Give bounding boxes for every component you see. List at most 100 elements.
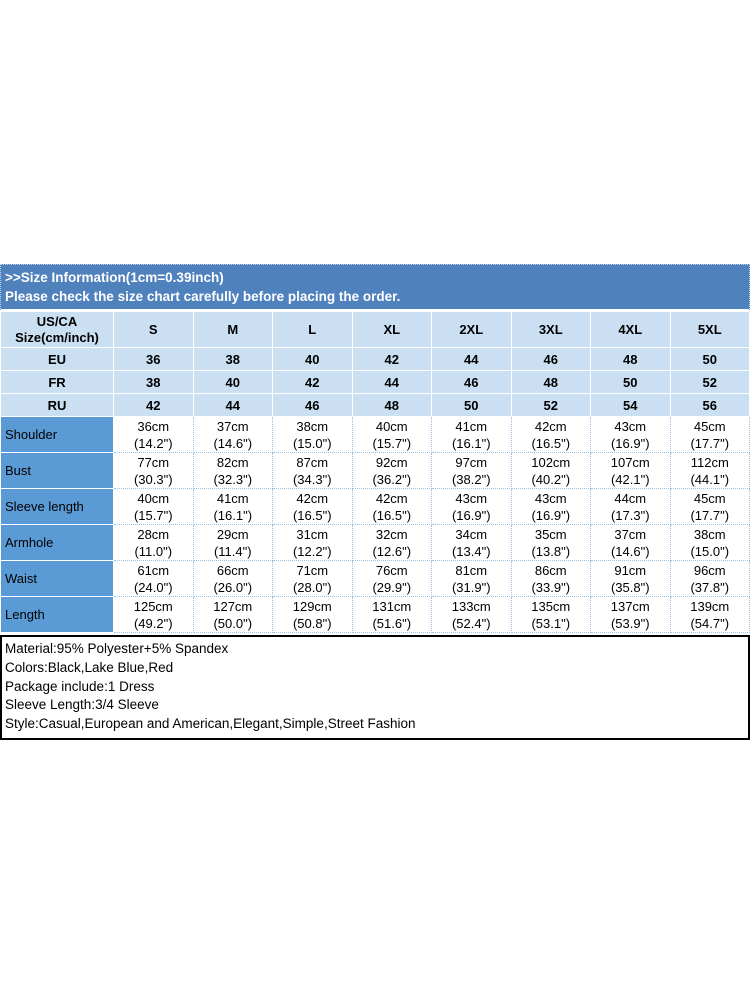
measure-cm: 97cm	[455, 454, 488, 470]
measure-cm: 107cm	[610, 454, 650, 470]
measure-cm: 135cm	[531, 598, 571, 614]
measure-cell: 107cm (42.1")	[590, 452, 671, 489]
measure-cm: 42cm	[534, 418, 567, 434]
measure-cm: 131cm	[372, 598, 412, 614]
measure-inch: (11.4")	[213, 543, 252, 559]
info-line: Package include:1 Dress	[5, 678, 155, 694]
measure-row-bust: Bust 77cm (30.3") 82cm (32.3") 87cm (34.3") 92c…	[0, 452, 750, 489]
measure-cell: 133cm (52.4")	[431, 596, 512, 633]
size-col-header-5xl: 5XL	[669, 311, 750, 348]
measure-inch: (26.0")	[213, 579, 253, 595]
measure-inch: (42.1")	[610, 471, 650, 487]
measure-cm: 125cm	[133, 598, 173, 614]
measure-cell: 29cm (11.4")	[192, 524, 273, 561]
measure-inch: (36.2")	[372, 471, 412, 487]
measure-inch: (16.5")	[372, 507, 412, 523]
measure-inch: (14.6")	[213, 435, 253, 451]
size-col-header-xl: XL	[351, 311, 432, 348]
product-info-box: Material:95% Polyester+5% Spandex Colors:…	[0, 635, 750, 740]
measure-inch: (50.8")	[292, 615, 332, 631]
measure-cell: 92cm (36.2")	[351, 452, 432, 489]
measure-inch: (40.2")	[531, 471, 571, 487]
size-chart-sheet: >>Size Information(1cm=0.39inch) Please …	[0, 264, 750, 740]
measure-row-label: Sleeve length	[0, 488, 114, 525]
size-col-header-s: S	[113, 311, 194, 348]
measure-inch: (51.6")	[372, 615, 412, 631]
region-row-label: RU	[0, 393, 114, 417]
region-size-cell: 40	[192, 370, 273, 394]
region-size-cell: 54	[590, 393, 671, 417]
measure-cm: 129cm	[292, 598, 332, 614]
measure-cm: 87cm	[296, 454, 329, 470]
region-size-cell: 52	[510, 393, 591, 417]
measure-cm: 137cm	[610, 598, 650, 614]
info-line: Style:Casual,European and American,Elega…	[5, 716, 416, 732]
measure-cell: 42cm (16.5")	[351, 488, 432, 525]
corner-label-line2: Size(cm/inch)	[15, 329, 99, 345]
measure-cm: 41cm	[216, 490, 249, 506]
region-size-cell: 48	[510, 370, 591, 394]
measure-row-label: Armhole	[0, 524, 114, 561]
region-size-cell: 38	[113, 370, 194, 394]
measure-cell: 96cm (37.8")	[669, 560, 750, 597]
measure-cell: 131cm (51.6")	[351, 596, 432, 633]
measure-cm: 127cm	[213, 598, 253, 614]
region-row-eu: EU 36 38 40 42 44 46 48 50	[0, 347, 750, 371]
measure-inch: (50.0")	[213, 615, 253, 631]
measure-inch: (16.9")	[610, 435, 650, 451]
measure-inch: (12.6")	[372, 543, 412, 559]
size-table: US/CA Size(cm/inch) S M L XL 2XL 3XL 4XL 5XL EU 36 3…	[0, 311, 750, 633]
measure-inch: (14.2")	[133, 435, 173, 451]
region-size-cell: 52	[669, 370, 750, 394]
measure-cm: 38cm	[296, 418, 329, 434]
region-size-cell: 46	[431, 370, 512, 394]
region-size-cell: 56	[669, 393, 750, 417]
measure-cell: 135cm (53.1")	[510, 596, 591, 633]
measure-cell: 42cm (16.5")	[510, 416, 591, 453]
measure-inch: (13.4")	[451, 543, 491, 559]
banner-title: >>Size Information(1cm=0.39inch)	[5, 270, 224, 285]
measure-cell: 38cm (15.0")	[272, 416, 353, 453]
measure-inch: (31.9")	[451, 579, 491, 595]
measure-cell: 77cm (30.3")	[113, 452, 194, 489]
size-col-header-2xl: 2XL	[431, 311, 512, 348]
size-header-row: US/CA Size(cm/inch) S M L XL 2XL 3XL 4XL 5XL	[0, 311, 750, 348]
measure-inch: (16.9")	[531, 507, 571, 523]
measure-cm: 37cm	[216, 418, 249, 434]
measure-cell: 41cm (16.1")	[431, 416, 512, 453]
measure-inch: (13.8")	[531, 543, 571, 559]
measure-cm: 133cm	[451, 598, 491, 614]
measure-cm: 34cm	[455, 526, 488, 542]
measure-inch: (14.6")	[610, 543, 650, 559]
measure-cell: 37cm (14.6")	[590, 524, 671, 561]
measure-cell: 129cm (50.8")	[272, 596, 353, 633]
info-line: Colors:Black,Lake Blue,Red	[5, 659, 174, 675]
measure-cell: 43cm (16.9")	[590, 416, 671, 453]
info-line: Sleeve Length:3/4 Sleeve	[5, 697, 159, 713]
region-size-cell: 46	[272, 393, 353, 417]
measure-inch: (24.0")	[133, 579, 173, 595]
measure-cell: 112cm (44.1")	[669, 452, 750, 489]
measure-row-label: Bust	[0, 452, 114, 489]
measure-cm: 35cm	[534, 526, 567, 542]
region-size-cell: 40	[272, 347, 353, 371]
measure-inch: (17.7")	[690, 435, 730, 451]
measure-inch: (38.2")	[451, 471, 491, 487]
size-col-header-m: M	[192, 311, 273, 348]
region-size-cell: 48	[590, 347, 671, 371]
measure-inch: (52.4")	[451, 615, 491, 631]
measure-cm: 40cm	[375, 418, 408, 434]
measure-inch: (35.8")	[610, 579, 650, 595]
measure-inch: (34.3")	[292, 471, 332, 487]
measure-inch: (33.9")	[531, 579, 571, 595]
measure-inch: (53.9")	[610, 615, 650, 631]
measure-inch: (12.2")	[292, 543, 332, 559]
region-size-cell: 36	[113, 347, 194, 371]
measure-cell: 32cm (12.6")	[351, 524, 432, 561]
measure-cm: 81cm	[455, 562, 488, 578]
size-info-banner: >>Size Information(1cm=0.39inch) Please …	[0, 264, 750, 311]
measure-cell: 97cm (38.2")	[431, 452, 512, 489]
measure-cm: 28cm	[137, 526, 170, 542]
measure-inch: (15.7")	[372, 435, 412, 451]
measure-cell: 137cm (53.9")	[590, 596, 671, 633]
